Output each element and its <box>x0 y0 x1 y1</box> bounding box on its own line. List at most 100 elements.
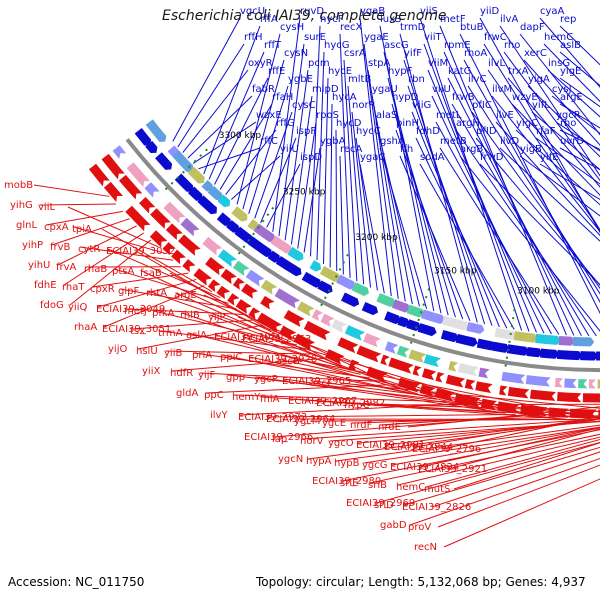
label-leader-line <box>352 112 371 287</box>
gene-label-reverse: hypC <box>344 400 370 411</box>
gene-label-forward: ilvM <box>492 84 512 95</box>
label-leader-line <box>336 130 337 271</box>
feature-arrow <box>139 197 155 213</box>
gene-label-reverse: yijF <box>198 370 215 381</box>
label-leader-line <box>34 185 109 196</box>
gene-label-reverse: glnL <box>16 220 37 231</box>
gene-label-forward: mltB <box>348 74 371 85</box>
gene-label-reverse: proV <box>408 522 431 533</box>
gene-label-reverse: norV <box>300 436 324 447</box>
feature-arrow <box>260 296 274 310</box>
gene-label-forward: rffC <box>260 136 278 147</box>
gene-label-forward: rhoA <box>464 48 487 59</box>
label-leader-line <box>500 148 600 328</box>
feature-arrow <box>178 234 201 255</box>
tick-label: 3150 kbp <box>434 266 477 276</box>
gene-label-forward: cysC <box>292 100 316 111</box>
gene-label-reverse: hdfR <box>170 368 193 379</box>
gene-label-forward: alaS <box>376 110 397 121</box>
gene-label-forward: ilvC <box>468 74 486 85</box>
feature-arrow <box>478 368 489 379</box>
feature-arrow <box>508 387 529 399</box>
gene-label-reverse: yiiX <box>142 366 160 377</box>
gene-label-forward: ilvD <box>500 136 519 147</box>
gene-label-reverse: ptsA <box>112 266 134 277</box>
feature-arrow <box>385 341 399 353</box>
feature-arrow <box>172 151 193 172</box>
feature-arrow <box>89 164 110 187</box>
feature-arrow <box>337 337 358 353</box>
gene-label-reverse: rhtA <box>146 288 167 299</box>
gene-label-reverse: ECIAI39_2921 <box>418 464 487 475</box>
feature-arrow <box>540 348 559 358</box>
feature-arrow <box>446 375 465 388</box>
feature-arrow <box>407 305 425 318</box>
gene-label-reverse: priA <box>192 350 212 361</box>
gene-label-reverse: hemC <box>396 482 425 493</box>
gene-label-reverse: ECIAI39_2826 <box>402 502 471 513</box>
gene-label-reverse: fdoG <box>40 300 64 311</box>
feature-arrow <box>559 336 575 346</box>
feature-arrow <box>357 345 382 362</box>
gene-label-reverse: recN <box>414 542 437 553</box>
feature-arrow <box>448 361 458 372</box>
gene-label-reverse: rhlB <box>180 310 200 321</box>
feature-arrow <box>492 342 510 353</box>
gene-label-forward: sodA <box>420 152 445 163</box>
feature-arrow <box>217 212 231 226</box>
feature-arrow <box>570 409 597 419</box>
gene-label-reverse: nrdE <box>378 422 401 433</box>
gene-label-forward: rho <box>560 118 576 129</box>
gene-label-reverse: ygcE <box>322 418 346 429</box>
gene-label-reverse: iap <box>272 434 287 445</box>
feature-arrow <box>573 337 595 347</box>
feature-arrow <box>218 249 237 267</box>
gene-label-forward: viiT <box>424 32 442 43</box>
feature-arrow <box>302 272 322 288</box>
gene-label-forward: yifL <box>532 100 550 111</box>
feature-arrow <box>466 322 484 334</box>
gene-label-forward: ygbE <box>288 74 313 85</box>
feature-arrow <box>557 350 582 360</box>
gene-label-forward: trxA <box>508 66 529 77</box>
feature-arrow <box>221 269 237 284</box>
gene-label-reverse: nrdF <box>350 420 373 431</box>
feature-arrow <box>408 350 426 363</box>
feature-arrow <box>144 182 159 197</box>
gene-label-forward: yigA <box>528 74 550 85</box>
tick-label: 3250 kbp <box>283 188 326 198</box>
gene-label-reverse: tpiA <box>72 224 92 235</box>
gene-label-reverse: yiiQ <box>68 302 87 313</box>
feature-arrow <box>182 259 195 272</box>
feature-arrow <box>421 309 445 324</box>
feature-arrow <box>526 375 551 386</box>
gene-label-reverse: yijO <box>108 344 127 355</box>
gene-label-reverse: ECIAI39_2963 <box>242 334 311 345</box>
feature-arrow <box>465 379 476 390</box>
feature-arrow <box>583 393 600 402</box>
feature-arrow <box>494 328 516 340</box>
gene-label-reverse: aslA <box>186 330 207 341</box>
gene-label-forward: rep <box>560 14 576 25</box>
gene-label-forward: ilvA <box>500 14 518 25</box>
gene-label-forward: yigC <box>516 118 538 129</box>
feature-arrow <box>422 368 436 380</box>
label-leader-line <box>348 86 364 284</box>
gene-label-forward: yiiU <box>280 144 299 155</box>
gene-label-forward: rffH <box>244 32 263 43</box>
gene-label-reverse: mutS <box>424 484 450 495</box>
gene-label-reverse: srlE <box>340 478 358 489</box>
gene-label-reverse: hypA <box>306 456 332 467</box>
feature-arrow <box>341 293 359 307</box>
label-leader-line <box>340 156 343 274</box>
label-leader-line <box>324 78 328 264</box>
label-leader-line <box>544 44 600 301</box>
gene-label-forward: dapF <box>520 22 545 33</box>
gene-label-reverse: frvB <box>50 242 71 253</box>
feature-arrow <box>150 230 168 247</box>
gene-label-reverse: ygcO <box>328 438 354 449</box>
feature-arrow <box>535 334 561 345</box>
feature-arrow <box>320 314 334 327</box>
gene-label-reverse: hypB <box>334 458 360 469</box>
